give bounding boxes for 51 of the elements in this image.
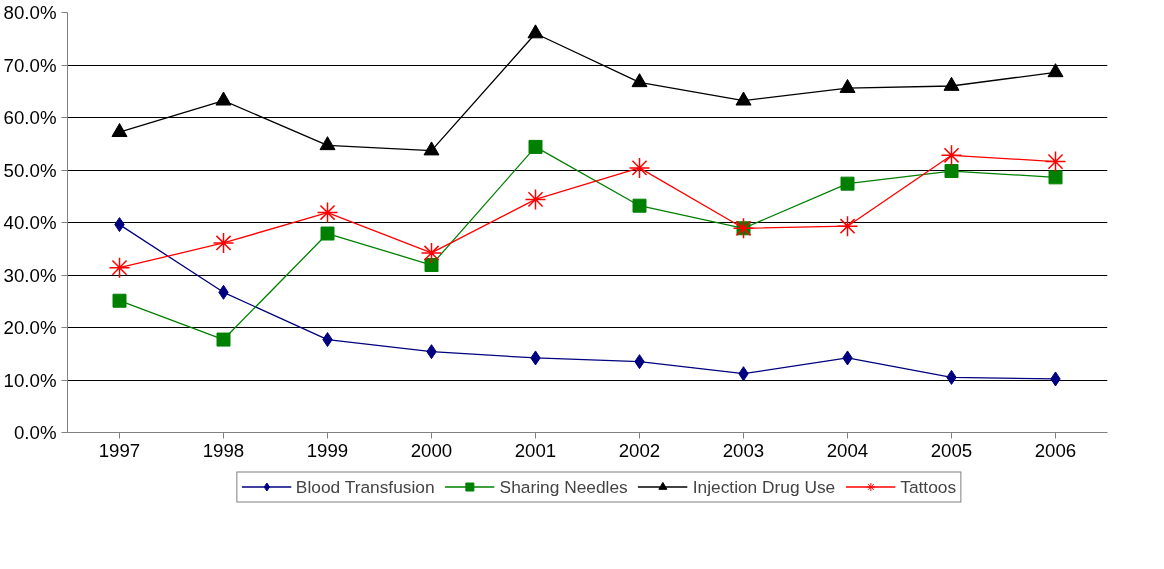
point — [836, 215, 859, 237]
x-tick-label: 1999 — [306, 439, 349, 461]
legend-label: Injection Drug Use — [692, 476, 836, 497]
legend-label: Tattoos — [900, 476, 957, 497]
point — [215, 91, 232, 106]
x-tick-label: 2004 — [826, 439, 869, 461]
point — [840, 176, 855, 191]
legend-label: Blood Transfusion — [295, 476, 435, 497]
x-tick-label: 2003 — [722, 439, 765, 461]
x-tick-label: 2002 — [618, 439, 661, 461]
point — [1048, 170, 1063, 185]
y-tick-label: 30.0% — [3, 264, 57, 286]
y-tick-label: 20.0% — [3, 317, 57, 338]
point — [943, 76, 960, 91]
y-tick-label: 0.0% — [13, 422, 57, 443]
point — [524, 188, 547, 211]
point — [632, 198, 647, 213]
point — [631, 73, 648, 88]
point — [320, 226, 335, 241]
point — [1047, 63, 1064, 78]
y-tick-label: 40.0% — [3, 212, 57, 233]
x-tick-label: 1997 — [98, 439, 141, 461]
point — [944, 164, 959, 179]
point — [111, 123, 128, 138]
point — [839, 78, 856, 93]
point — [528, 139, 543, 154]
point — [423, 141, 440, 156]
y-tick-label: 80.0% — [3, 2, 57, 23]
point — [1044, 150, 1067, 173]
x-tick-label: 2001 — [514, 439, 557, 461]
point — [108, 256, 131, 279]
y-tick-label: 50.0% — [3, 159, 57, 181]
x-tick-label: 1998 — [202, 439, 245, 461]
point — [112, 293, 127, 308]
point — [216, 332, 231, 347]
y-tick-label: 60.0% — [3, 107, 57, 128]
x-tick-label: 2006 — [1034, 439, 1077, 461]
y-tick-label: 70.0% — [3, 54, 57, 76]
point — [527, 24, 544, 39]
point — [420, 242, 443, 264]
x-tick-label: 2005 — [930, 439, 973, 461]
y-tick-label: 10.0% — [3, 369, 57, 391]
point — [735, 91, 752, 106]
point — [424, 258, 439, 273]
point — [628, 157, 651, 179]
x-tick-label: 2000 — [410, 439, 453, 461]
point — [316, 201, 339, 224]
point — [212, 232, 235, 254]
point — [940, 144, 963, 167]
legend-label: Sharing Needles — [499, 476, 628, 497]
point — [319, 136, 336, 151]
